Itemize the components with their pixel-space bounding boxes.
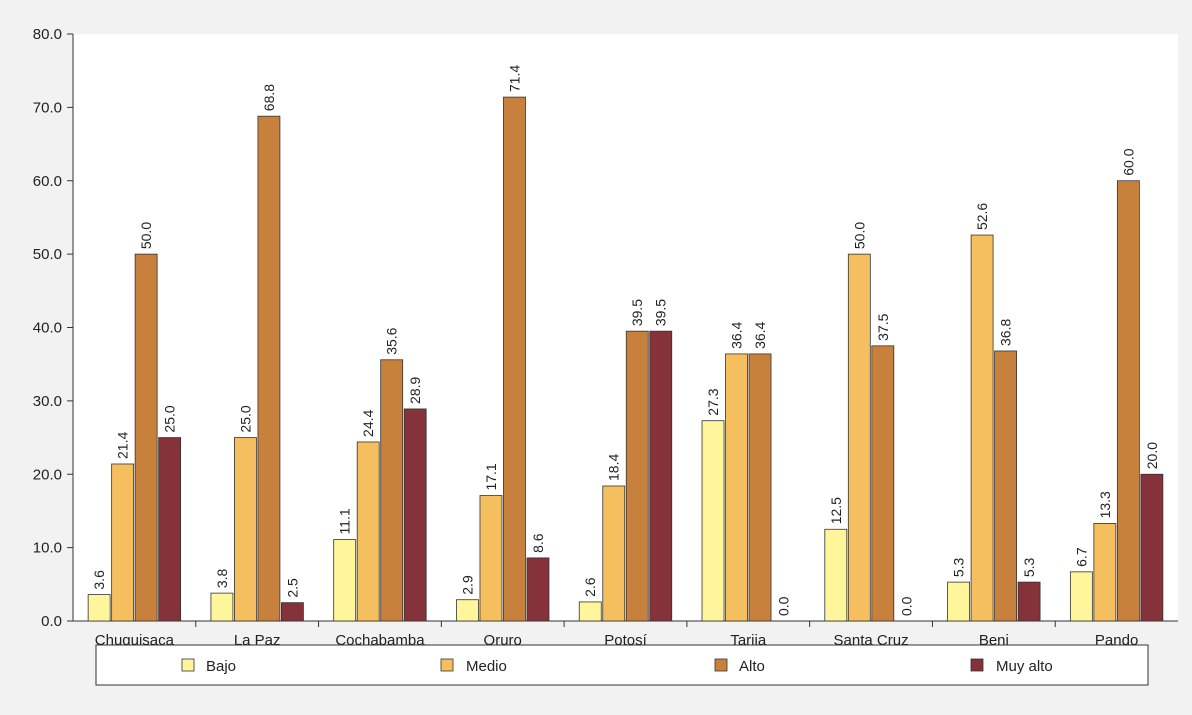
y-tick-label: 10.0 xyxy=(33,540,62,557)
bar xyxy=(1093,523,1117,622)
data-label: 20.0 xyxy=(1144,442,1160,469)
data-label: 8.6 xyxy=(530,533,546,553)
y-tick-label: 0.0 xyxy=(41,613,62,630)
data-label: 0.0 xyxy=(898,596,914,616)
bar xyxy=(994,350,1017,622)
data-label: 27.3 xyxy=(705,388,721,415)
data-label: 25.0 xyxy=(162,405,178,432)
data-label: 60.0 xyxy=(1120,148,1136,175)
data-label: 52.6 xyxy=(974,203,990,230)
data-label: 0.0 xyxy=(776,596,792,616)
bar xyxy=(1116,180,1140,622)
bar xyxy=(526,557,550,622)
plot-area xyxy=(73,34,1178,621)
y-tick-label: 60.0 xyxy=(33,173,62,190)
bar xyxy=(87,594,111,622)
data-label: 2.6 xyxy=(582,577,598,597)
data-label: 39.5 xyxy=(629,299,645,326)
data-label: 50.0 xyxy=(138,222,154,249)
legend-swatch xyxy=(970,658,984,672)
data-label: 71.4 xyxy=(506,65,522,92)
data-label: 11.1 xyxy=(337,508,353,534)
legend-label: Medio xyxy=(466,658,507,675)
data-label: 2.9 xyxy=(459,575,475,595)
y-tick-label: 20.0 xyxy=(33,466,62,483)
bar xyxy=(356,441,380,622)
bar xyxy=(380,359,404,622)
legend-label: Muy alto xyxy=(996,658,1053,675)
bar xyxy=(970,234,994,622)
legend-swatch xyxy=(181,658,195,672)
bar xyxy=(456,599,479,622)
data-label: 3.8 xyxy=(214,568,230,588)
data-label: 12.5 xyxy=(828,497,844,524)
legend xyxy=(95,644,1149,686)
y-tick-label: 80.0 xyxy=(33,26,62,43)
bar xyxy=(625,330,649,622)
bar xyxy=(602,485,626,622)
data-label: 24.4 xyxy=(360,410,376,437)
bar xyxy=(847,253,871,622)
bar xyxy=(479,495,503,622)
data-label: 6.7 xyxy=(1073,547,1089,567)
bar xyxy=(158,437,182,622)
data-label: 3.6 xyxy=(91,570,107,590)
data-label: 17.1 xyxy=(483,463,499,490)
bar xyxy=(257,115,281,622)
data-label: 5.3 xyxy=(1021,557,1037,577)
bar xyxy=(578,601,602,622)
legend-swatch xyxy=(440,658,454,672)
legend-label: Alto xyxy=(739,658,765,675)
data-label: 39.5 xyxy=(653,299,669,326)
bar xyxy=(403,408,427,622)
y-tick-label: 40.0 xyxy=(33,320,62,337)
data-label: 50.0 xyxy=(851,222,867,249)
bar xyxy=(333,539,357,622)
bar xyxy=(111,463,135,622)
legend-swatch xyxy=(714,658,728,672)
data-label: 35.6 xyxy=(384,327,400,354)
data-label: 5.3 xyxy=(951,557,967,577)
bar xyxy=(234,437,257,622)
y-tick-label: 50.0 xyxy=(33,246,62,263)
data-label: 36.8 xyxy=(998,319,1014,346)
data-label: 2.5 xyxy=(284,578,300,598)
bar xyxy=(1069,571,1093,622)
bar xyxy=(134,253,158,622)
bar xyxy=(701,420,725,622)
y-tick-label: 30.0 xyxy=(33,393,62,410)
data-label: 68.8 xyxy=(261,84,277,111)
bar xyxy=(281,602,304,622)
bar xyxy=(210,592,234,622)
data-label: 18.4 xyxy=(606,454,622,481)
data-label: 13.3 xyxy=(1097,491,1113,518)
bar xyxy=(1140,473,1164,622)
bar xyxy=(748,353,772,622)
bar xyxy=(824,528,848,622)
data-label: 37.5 xyxy=(875,313,891,340)
data-label: 21.4 xyxy=(115,432,131,459)
y-tick-label: 70.0 xyxy=(33,99,62,116)
data-label: 36.4 xyxy=(752,321,768,348)
bar xyxy=(503,96,526,622)
bar xyxy=(1017,581,1041,622)
legend-label: Bajo xyxy=(206,658,236,675)
data-label: 36.4 xyxy=(729,321,745,348)
data-label: 28.9 xyxy=(407,376,423,403)
bar xyxy=(871,345,895,622)
data-label: 25.0 xyxy=(237,405,253,432)
bar xyxy=(649,330,673,622)
bar xyxy=(947,581,970,622)
bar xyxy=(725,353,748,622)
